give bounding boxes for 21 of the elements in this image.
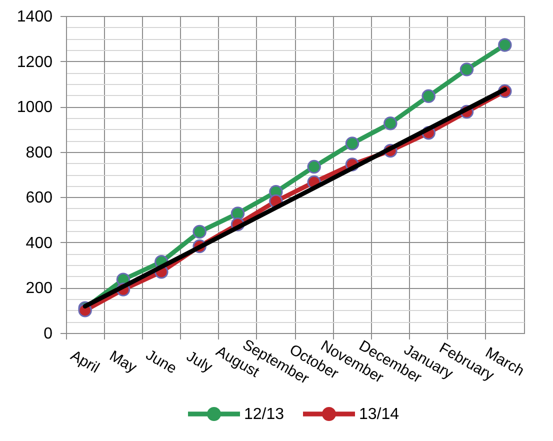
- legend-label: 13/14: [359, 406, 400, 423]
- point: [345, 136, 360, 150]
- x-tick-label: April: [68, 347, 102, 377]
- point: [498, 38, 512, 52]
- y-tick-label: 400: [26, 234, 53, 252]
- point: [192, 224, 206, 239]
- y-tick-label: 0: [44, 326, 53, 342]
- y-tick-label: 1200: [16, 54, 53, 71]
- y-tick-label: 200: [26, 280, 53, 298]
- y-tick-label: 1000: [16, 99, 53, 116]
- y-tick-label: 600: [26, 190, 53, 207]
- point: [460, 62, 474, 76]
- x-tick-label: July: [184, 348, 216, 376]
- legend-label: 12/13: [244, 406, 284, 423]
- point: [384, 116, 398, 130]
- x-tick-label: May: [106, 347, 140, 377]
- point: [422, 89, 436, 104]
- x-tick-label: June: [142, 346, 180, 378]
- point: [307, 160, 321, 174]
- y-tick-label: 800: [26, 144, 53, 162]
- y-tick-label: 1400: [16, 8, 53, 26]
